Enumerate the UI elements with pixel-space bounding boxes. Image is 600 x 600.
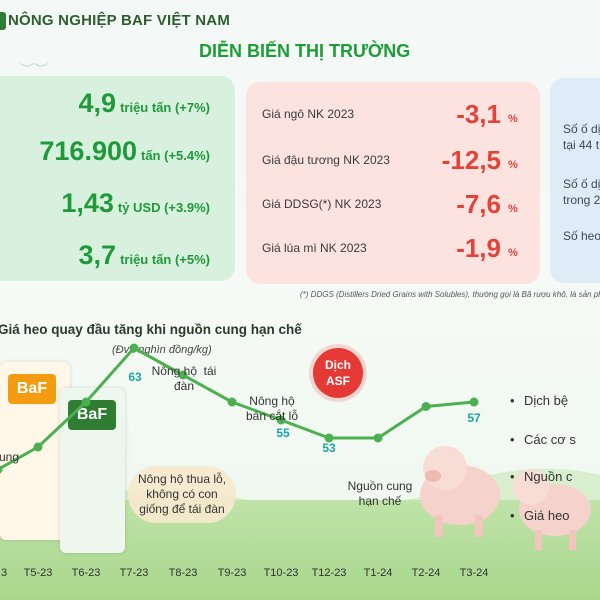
data-point <box>421 402 431 411</box>
x-tick-label: T7-23 <box>119 567 149 579</box>
asf-badge-line: Dịch <box>324 358 351 372</box>
annotation-partial: ung <box>0 450 20 464</box>
price-value: -3,1 <box>456 99 501 129</box>
annotation: Nguồn cung hạn chế <box>347 479 413 508</box>
brand-logo: BaF <box>68 400 116 430</box>
data-label: 57 <box>467 411 481 425</box>
bullet-item: Nguồn c <box>510 469 573 484</box>
price-unit: % <box>508 159 518 171</box>
stat-value: 1,43 <box>61 188 114 218</box>
stat-value: 4,9 <box>78 88 117 118</box>
price-value: -12,5 <box>441 145 501 175</box>
data-point <box>324 433 334 443</box>
data-point <box>276 415 286 425</box>
stat-item: 3,7 triệu tấn (+5%) <box>79 240 210 271</box>
footnote: (*) DDGS (Distillers Dried Grains with S… <box>300 290 600 299</box>
stat-item: 716.900 tấn (+5.4%) <box>39 136 210 167</box>
bullet-item: Dịch bệ <box>510 393 568 408</box>
price-value: -7,6 <box>456 189 501 219</box>
data-label: 53 <box>322 441 336 455</box>
feed-bag-image: BaF <box>0 362 70 540</box>
stat-detail: tỷ USD (+3.9%) <box>117 200 210 215</box>
x-tick-label: 3 <box>0 567 8 579</box>
price-value: -1,9 <box>456 233 501 263</box>
brand-logo: BaF <box>8 374 56 404</box>
prices-panel <box>246 82 540 284</box>
price-label: Giá ngô NK 2023 <box>262 107 355 121</box>
asf-badge: Dịch ASF <box>313 348 363 398</box>
price-series-line <box>0 346 475 471</box>
price-label: Giá đậu tương NK 2023 <box>262 153 390 167</box>
x-tick-label: T6-23 <box>71 567 101 579</box>
data-label: 63 <box>128 370 142 384</box>
chart-title: Giá heo quay đầu tăng khi nguồn cung hạn… <box>0 322 302 337</box>
data-point <box>227 397 237 407</box>
brand-title: NÔNG NGHIỆP BAF VIỆT NAM <box>8 12 231 29</box>
data-label: 55 <box>276 426 290 440</box>
bullet-item: Giá heo <box>510 508 569 523</box>
x-tick-label: T1-24 <box>363 567 393 579</box>
data-point <box>129 343 139 353</box>
bullet-item: Các cơ s <box>510 432 576 447</box>
data-point <box>178 370 188 380</box>
x-tick-label: T12-23 <box>311 567 347 579</box>
page-headline: DIỄN BIẾN THỊ TRƯỜNG <box>199 41 411 61</box>
x-tick-label: T9-23 <box>217 567 247 579</box>
stats-panel <box>0 76 235 281</box>
price-label: Giá lúa mì NK 2023 <box>262 241 367 255</box>
feed-bag-image: BaF <box>60 388 125 553</box>
data-point <box>0 465 3 474</box>
data-point <box>373 433 383 443</box>
stat-detail: triệu tấn (+7%) <box>120 100 210 115</box>
brand-mark <box>0 12 6 30</box>
info-panel <box>550 78 600 283</box>
stat-detail: tấn (+5.4%) <box>141 148 210 163</box>
annotation: Nông hộ tái đàn <box>151 364 217 393</box>
price-label: Giá DDSG(*) NK 2023 <box>262 197 382 211</box>
bird-icon: ︶︶ <box>20 62 48 78</box>
price-unit: % <box>508 247 518 259</box>
price-unit: % <box>508 203 518 215</box>
annotation: Nông hộ bán cắt lỗ <box>245 394 299 423</box>
info-line: Số ố dị <box>563 177 600 191</box>
stat-value: 716.900 <box>39 136 137 166</box>
info-line: trong 2 <box>563 193 600 207</box>
x-tick-label: T2-24 <box>411 567 441 579</box>
x-tick-label: T8-23 <box>168 567 198 579</box>
stat-detail: triệu tấn (+5%) <box>120 252 210 267</box>
data-point <box>81 397 91 407</box>
x-tick-label: T3-24 <box>459 567 489 579</box>
info-line: tại 44 t <box>563 138 600 152</box>
stat-item: 4,9 triệu tấn (+7%) <box>79 88 210 119</box>
piglet-image <box>420 446 500 537</box>
data-point <box>33 442 43 452</box>
annotation: Nông hộ thua lỗ, không có con giống để t… <box>127 466 237 523</box>
data-point <box>469 397 479 407</box>
asf-badge-line: ASF <box>326 374 350 388</box>
info-line: Số ố dị <box>563 122 600 136</box>
x-tick-label: T5-23 <box>23 567 53 579</box>
stat-item: 1,43 tỷ USD (+3.9%) <box>61 188 210 219</box>
price-unit: % <box>508 113 518 125</box>
info-line: Số heo <box>563 229 600 243</box>
x-tick-label: T10-23 <box>263 567 299 579</box>
stat-value: 3,7 <box>78 240 117 270</box>
